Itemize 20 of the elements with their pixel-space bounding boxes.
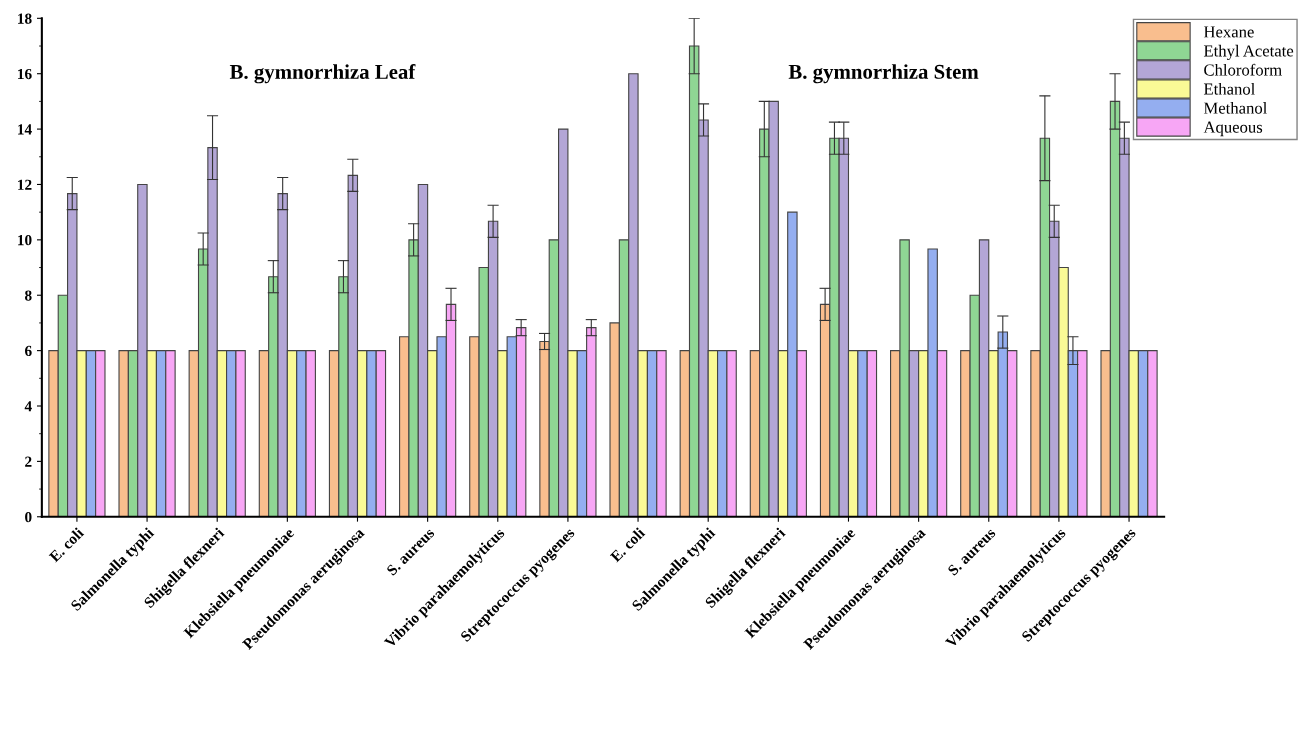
y-tick-label: 8 <box>25 290 32 301</box>
y-tick-label: 18 <box>18 13 32 24</box>
y-tick-label: 2 <box>25 456 32 467</box>
y-tick-label: 16 <box>18 68 32 80</box>
legend-label: Aqueous <box>1203 121 1263 137</box>
annotation: B. gymnorrhiza Stem <box>788 64 979 84</box>
y-tick-label: 6 <box>25 345 32 357</box>
legend-label: Methanol <box>1203 102 1268 114</box>
y-tick-label: 12 <box>18 179 32 190</box>
y-tick-label: 14 <box>18 124 32 135</box>
y-tick-label: 10 <box>18 234 32 246</box>
legend-label: Ethyl Acetate <box>1203 44 1294 60</box>
y-tick-label: 4 <box>24 401 32 412</box>
legend-label: Hexane <box>1203 26 1254 38</box>
x-tick-label: E. coli <box>609 526 646 563</box>
x-tick-label: E. coli <box>48 526 85 563</box>
legend-label: Ethanol <box>1203 82 1255 95</box>
y-tick-label: 0 <box>25 511 32 523</box>
legend-label: Chloroform <box>1204 63 1282 76</box>
annotation: B. gymnorrhiza Leaf <box>229 64 416 84</box>
